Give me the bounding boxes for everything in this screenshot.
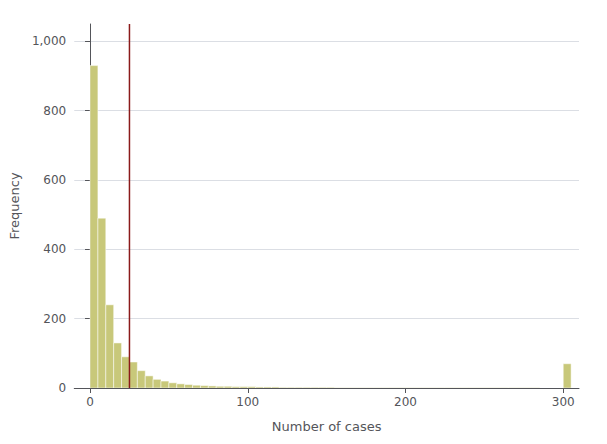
svg-text:400: 400 (43, 242, 66, 256)
svg-text:0: 0 (86, 395, 94, 409)
svg-text:Frequency: Frequency (7, 172, 22, 239)
svg-text:300: 300 (552, 395, 575, 409)
svg-text:Number of cases: Number of cases (272, 419, 382, 434)
svg-text:200: 200 (394, 395, 417, 409)
svg-text:600: 600 (43, 173, 66, 187)
svg-text:100: 100 (236, 395, 259, 409)
svg-text:1,000: 1,000 (32, 34, 66, 48)
svg-text:0: 0 (59, 381, 67, 395)
svg-text:800: 800 (43, 104, 66, 118)
svg-text:200: 200 (43, 312, 66, 326)
